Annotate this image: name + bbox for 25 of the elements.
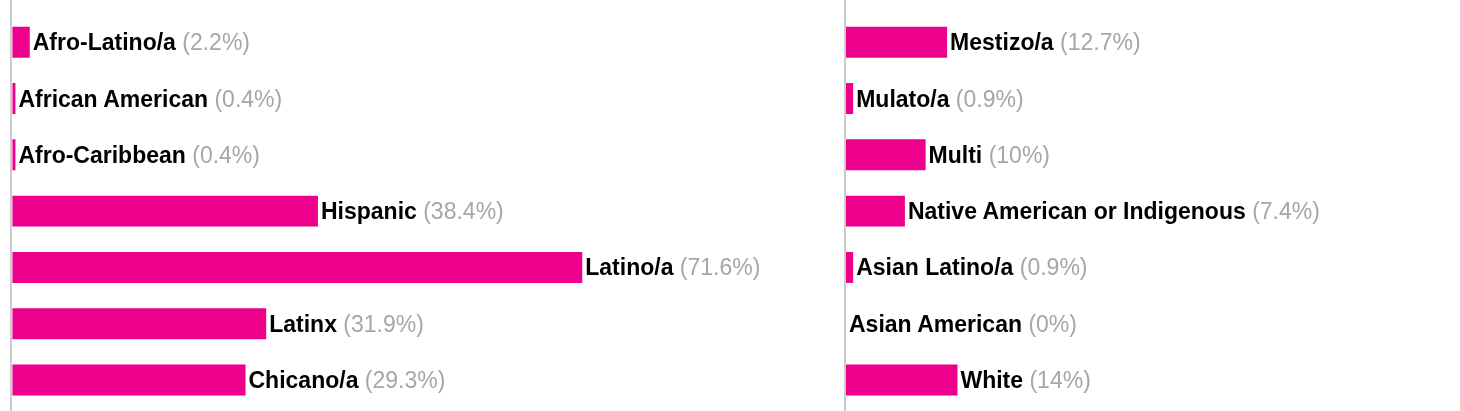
bar: [846, 364, 958, 396]
bar: [846, 139, 926, 171]
data-label: White (14%): [960, 367, 1091, 394]
data-label: Multi (10%): [928, 141, 1051, 168]
data-label: Asian Latino/a (0.9%): [856, 254, 1088, 281]
bar: [12, 251, 583, 283]
data-label: African American (0.4%): [18, 85, 283, 112]
bar: [12, 26, 30, 58]
bar: [846, 195, 905, 227]
data-label: Chicano/a (29.3%): [248, 367, 446, 394]
data-label: Hispanic (38.4%): [320, 198, 504, 225]
data-label: Native American or Indigenous (7.4%): [907, 198, 1320, 225]
bar: [12, 364, 246, 396]
bar: [12, 195, 318, 227]
data-label: Afro-Latino/a (2.2%): [32, 29, 251, 56]
data-label: Asian American (0%): [849, 310, 1077, 337]
bar: [846, 26, 948, 58]
data-label: Latinx (31.9%): [269, 310, 424, 337]
data-label: Afro-Caribbean (0.4%): [18, 141, 260, 168]
data-label: Mestizo/a (12.7%): [950, 29, 1141, 56]
data-label: Mulato/a (0.9%): [856, 85, 1024, 112]
data-label: Latino/a (71.6%): [585, 254, 761, 281]
bar: [846, 83, 854, 115]
bar: [12, 308, 267, 340]
bar: [846, 251, 854, 283]
